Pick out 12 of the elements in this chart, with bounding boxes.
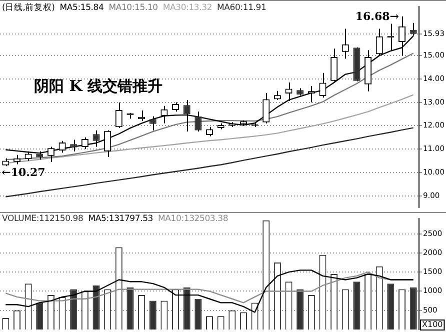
text: MA5:15.84 — [60, 3, 104, 13]
text: MA5:131797.53 — [88, 214, 154, 224]
text: MA10:132503.38 — [158, 214, 228, 224]
chart-title: (日线,前复权) — [2, 3, 55, 13]
text: MA60:11.91 — [217, 3, 266, 13]
annotation: 阴阳 K 线交错推升 — [34, 76, 162, 95]
text: MA30:13.32 — [162, 3, 212, 13]
text: MA10:15.10 — [108, 3, 158, 13]
text: VOLUME:112150.98 — [2, 214, 84, 224]
annotation: ←10.27 — [2, 166, 46, 179]
text: X100 — [422, 320, 443, 330]
annotation: 16.68→ — [355, 10, 400, 24]
